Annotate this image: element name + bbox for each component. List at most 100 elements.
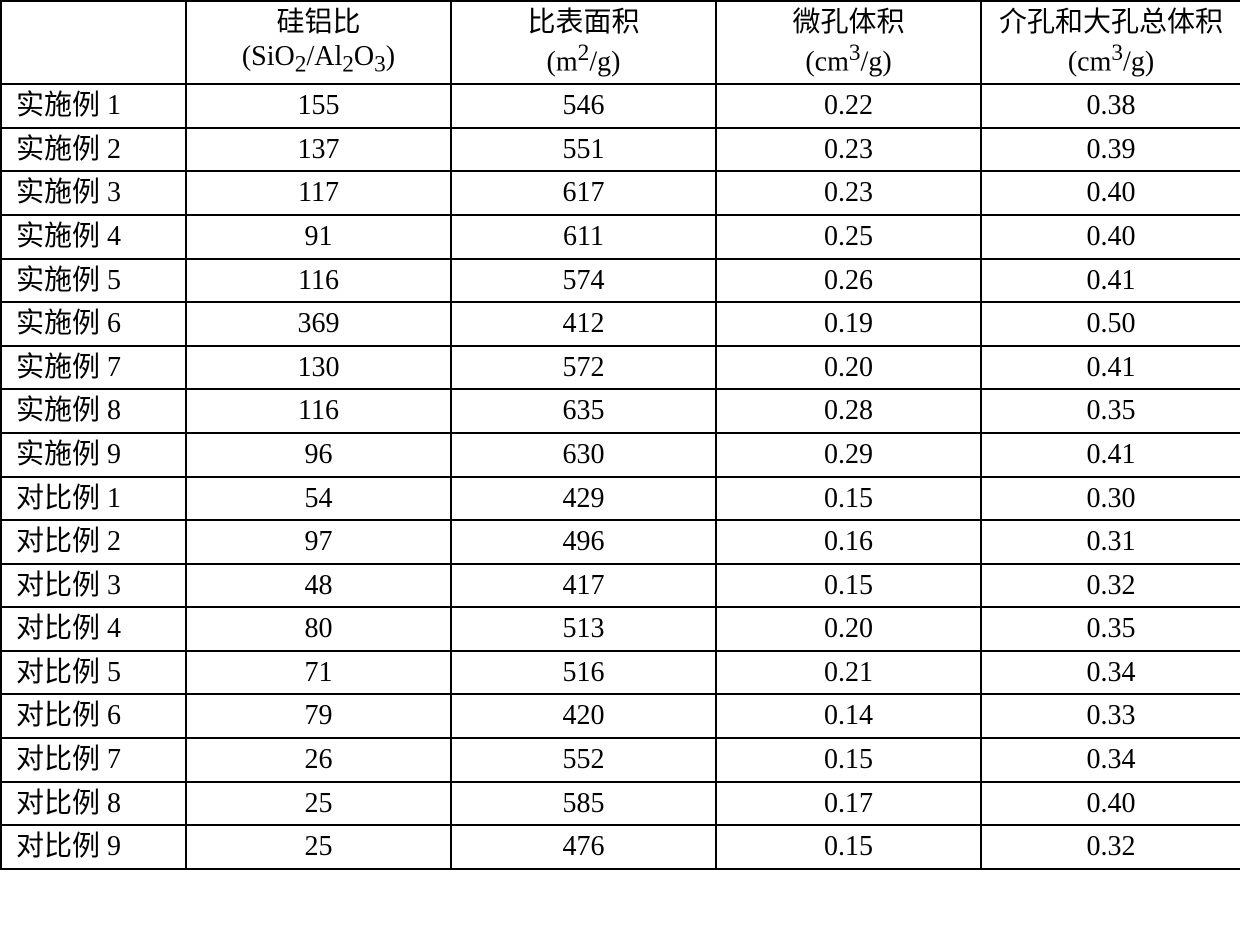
cell-micro: 0.29 (716, 433, 981, 477)
cell-siAl: 130 (186, 346, 451, 390)
cell-surface: 572 (451, 346, 716, 390)
cell-surface: 417 (451, 564, 716, 608)
cell-micro: 0.28 (716, 389, 981, 433)
col-header-si-al-ratio-bottom: (SiO2/Al2O3) (197, 40, 440, 80)
cell-surface: 635 (451, 389, 716, 433)
table-header-row: 硅铝比 (SiO2/Al2O3) 比表面积 (m2/g) 微孔体积 (cm3/g… (1, 1, 1240, 84)
table-row: 实施例 21375510.230.39 (1, 128, 1240, 172)
cell-surface: 551 (451, 128, 716, 172)
row-label: 实施例 7 (1, 346, 186, 390)
table-row: 实施例 63694120.190.50 (1, 302, 1240, 346)
table-row: 对比例 2974960.160.31 (1, 520, 1240, 564)
col-header-meso-macro-volume-bottom: (cm3/g) (992, 40, 1230, 79)
cell-meso: 0.38 (981, 84, 1240, 128)
cell-meso: 0.41 (981, 433, 1240, 477)
cell-surface: 552 (451, 738, 716, 782)
cell-meso: 0.39 (981, 128, 1240, 172)
cell-surface: 611 (451, 215, 716, 259)
cell-surface: 412 (451, 302, 716, 346)
cell-micro: 0.19 (716, 302, 981, 346)
cell-siAl: 117 (186, 171, 451, 215)
table-row: 实施例 51165740.260.41 (1, 259, 1240, 303)
cell-surface: 574 (451, 259, 716, 303)
cell-micro: 0.16 (716, 520, 981, 564)
row-label: 对比例 3 (1, 564, 186, 608)
table-row: 对比例 7265520.150.34 (1, 738, 1240, 782)
table-row: 对比例 5715160.210.34 (1, 651, 1240, 695)
cell-micro: 0.15 (716, 738, 981, 782)
table-row: 实施例 81166350.280.35 (1, 389, 1240, 433)
row-label: 实施例 2 (1, 128, 186, 172)
table-row: 对比例 4805130.200.35 (1, 607, 1240, 651)
table-row: 对比例 9254760.150.32 (1, 825, 1240, 869)
row-label: 实施例 9 (1, 433, 186, 477)
table-body: 实施例 11555460.220.38实施例 21375510.230.39实施… (1, 84, 1240, 869)
cell-micro: 0.23 (716, 171, 981, 215)
cell-siAl: 116 (186, 389, 451, 433)
col-header-surface-area-top: 比表面积 (462, 6, 705, 40)
cell-surface: 585 (451, 782, 716, 826)
col-header-micropore-volume-top: 微孔体积 (727, 6, 970, 40)
cell-siAl: 79 (186, 694, 451, 738)
cell-surface: 496 (451, 520, 716, 564)
col-header-surface-area: 比表面积 (m2/g) (451, 1, 716, 84)
row-label: 对比例 7 (1, 738, 186, 782)
row-label: 实施例 5 (1, 259, 186, 303)
cell-meso: 0.35 (981, 607, 1240, 651)
cell-meso: 0.40 (981, 171, 1240, 215)
row-label: 对比例 8 (1, 782, 186, 826)
cell-surface: 476 (451, 825, 716, 869)
cell-micro: 0.26 (716, 259, 981, 303)
row-label: 对比例 6 (1, 694, 186, 738)
col-header-surface-area-bottom: (m2/g) (462, 40, 705, 79)
table-row: 实施例 11555460.220.38 (1, 84, 1240, 128)
row-label: 对比例 5 (1, 651, 186, 695)
data-table: 硅铝比 (SiO2/Al2O3) 比表面积 (m2/g) 微孔体积 (cm3/g… (0, 0, 1240, 870)
cell-siAl: 26 (186, 738, 451, 782)
cell-surface: 516 (451, 651, 716, 695)
cell-micro: 0.25 (716, 215, 981, 259)
table-row: 对比例 3484170.150.32 (1, 564, 1240, 608)
row-label: 实施例 1 (1, 84, 186, 128)
cell-siAl: 116 (186, 259, 451, 303)
cell-siAl: 97 (186, 520, 451, 564)
cell-siAl: 48 (186, 564, 451, 608)
table-row: 对比例 6794200.140.33 (1, 694, 1240, 738)
cell-micro: 0.17 (716, 782, 981, 826)
table-row: 对比例 1544290.150.30 (1, 477, 1240, 521)
cell-meso: 0.40 (981, 215, 1240, 259)
cell-siAl: 25 (186, 782, 451, 826)
cell-micro: 0.15 (716, 564, 981, 608)
row-label: 实施例 4 (1, 215, 186, 259)
cell-meso: 0.34 (981, 651, 1240, 695)
table-row: 实施例 9966300.290.41 (1, 433, 1240, 477)
cell-surface: 630 (451, 433, 716, 477)
cell-meso: 0.41 (981, 346, 1240, 390)
table-row: 实施例 4916110.250.40 (1, 215, 1240, 259)
cell-meso: 0.32 (981, 564, 1240, 608)
col-header-si-al-ratio-top: 硅铝比 (197, 6, 440, 40)
cell-meso: 0.50 (981, 302, 1240, 346)
cell-meso: 0.35 (981, 389, 1240, 433)
cell-micro: 0.21 (716, 651, 981, 695)
row-label: 对比例 1 (1, 477, 186, 521)
table-header: 硅铝比 (SiO2/Al2O3) 比表面积 (m2/g) 微孔体积 (cm3/g… (1, 1, 1240, 84)
cell-micro: 0.20 (716, 346, 981, 390)
cell-micro: 0.15 (716, 477, 981, 521)
cell-siAl: 369 (186, 302, 451, 346)
cell-surface: 513 (451, 607, 716, 651)
cell-meso: 0.34 (981, 738, 1240, 782)
cell-micro: 0.23 (716, 128, 981, 172)
col-header-meso-macro-volume-top: 介孔和大孔总体积 (992, 6, 1230, 40)
row-label: 对比例 2 (1, 520, 186, 564)
cell-siAl: 80 (186, 607, 451, 651)
col-header-rowlabel (1, 1, 186, 84)
col-header-micropore-volume: 微孔体积 (cm3/g) (716, 1, 981, 84)
data-table-container: 硅铝比 (SiO2/Al2O3) 比表面积 (m2/g) 微孔体积 (cm3/g… (0, 0, 1240, 870)
cell-siAl: 71 (186, 651, 451, 695)
cell-siAl: 96 (186, 433, 451, 477)
col-header-meso-macro-volume: 介孔和大孔总体积 (cm3/g) (981, 1, 1240, 84)
row-label: 对比例 9 (1, 825, 186, 869)
table-row: 实施例 31176170.230.40 (1, 171, 1240, 215)
cell-siAl: 137 (186, 128, 451, 172)
